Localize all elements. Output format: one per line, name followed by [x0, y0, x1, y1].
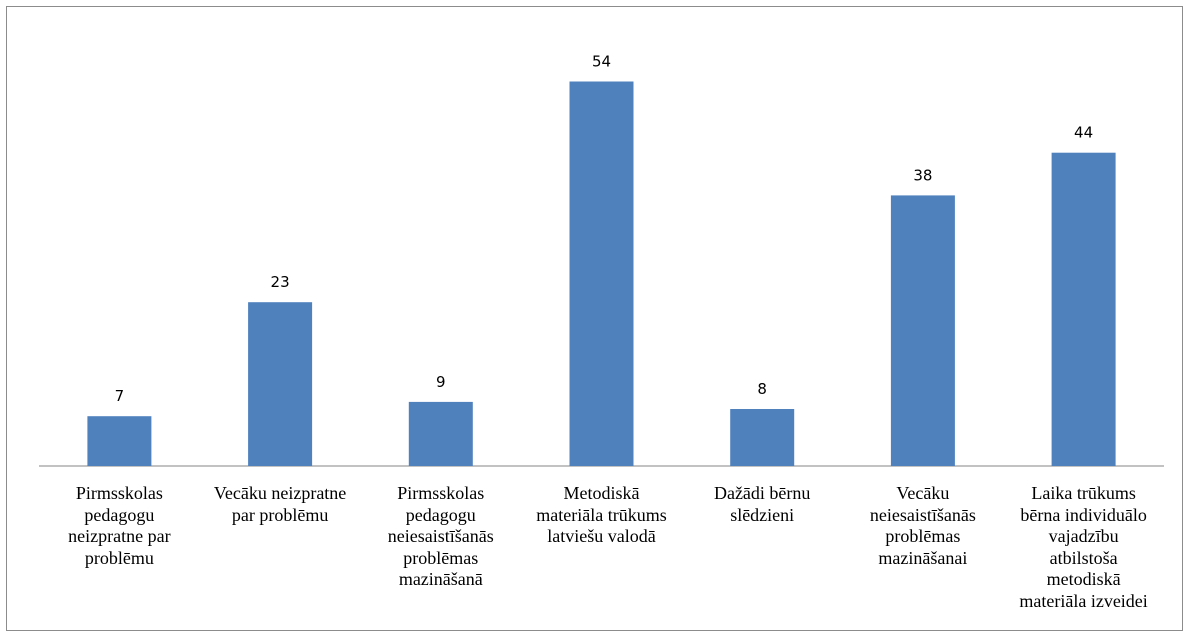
category-label-line: latviešu valodā — [547, 526, 656, 546]
category-label-line: vajadzību — [1048, 526, 1119, 546]
data-label-7: 44 — [1074, 124, 1093, 142]
category-label-line: Metodiskā — [563, 483, 640, 503]
category-label-line: par problēmu — [231, 504, 329, 525]
category-label-5: Dažādi bērnu slēdzieni — [682, 483, 842, 526]
category-label-4: Metodiskā materiāla trūkums latviešu valod… — [522, 483, 682, 548]
category-label-line: Vecāku neizpratne — [213, 483, 347, 503]
category-label-line: materiāla izveidei — [1019, 590, 1148, 611]
chart-frame: 7 23 9 54 8 38 44 Pirmsskolas pedagogu neizpratn… — [6, 6, 1183, 631]
category-label-line: problēmas — [885, 526, 961, 546]
category-label-line: slēdzieni — [730, 504, 795, 525]
data-label-2: 23 — [271, 273, 290, 291]
category-label-1: Pirmsskolas pedagogu neizpratne par problēm… — [39, 483, 199, 569]
bar-5 — [730, 409, 795, 466]
bar-7 — [1051, 152, 1116, 466]
data-label-3: 9 — [436, 373, 446, 391]
category-label-line: materiāla trūkums — [536, 504, 667, 525]
data-label-5: 8 — [757, 380, 767, 398]
category-label-line: problēmas — [403, 547, 479, 568]
category-label-line: Pirmsskolas — [75, 483, 163, 503]
category-label-line: neizpratne par — [68, 526, 171, 546]
category-label-line: neiesaistīšanās — [387, 526, 494, 546]
category-label-6: Vecāku neiesaistīšanās problēmas mazināšana… — [843, 483, 1003, 569]
data-label-1: 7 — [115, 387, 125, 405]
category-label-line: mazināšanā — [398, 569, 483, 589]
category-label-line: Dažādi bērnu — [713, 483, 811, 503]
bar-chart: 7 23 9 54 8 38 44 — [39, 53, 1164, 467]
bar-4 — [569, 81, 634, 466]
category-label-3: Pirmsskolas pedagogu neiesaistīšanās problē… — [361, 483, 521, 591]
data-label-4: 54 — [592, 53, 611, 71]
category-label-line: problēmu — [84, 547, 154, 568]
category-label-line: metodiskā — [1046, 569, 1121, 589]
data-label-6: 38 — [913, 166, 932, 184]
category-label-2: Vecāku neizpratne par problēmu — [200, 483, 360, 526]
bar-3 — [408, 401, 473, 466]
bar-2 — [248, 302, 313, 466]
bar-1 — [87, 416, 152, 466]
category-label-line: Vecāku — [896, 483, 950, 503]
category-label-line: pedagogu — [405, 504, 476, 525]
category-label-line: pedagogu — [84, 504, 155, 525]
category-label-line: Pirmsskolas — [397, 483, 485, 503]
category-label-line: mazināšanai — [878, 547, 968, 568]
category-label-7: Laika trūkums bērna individuālo vajadzību a… — [1004, 483, 1164, 612]
category-label-line: Laika trūkums — [1031, 483, 1136, 503]
bar-6 — [890, 195, 955, 466]
category-label-line: bērna individuālo — [1020, 504, 1147, 525]
category-label-line: atbilstoša — [1049, 547, 1118, 568]
category-label-line: neiesaistīšanās — [869, 504, 976, 525]
